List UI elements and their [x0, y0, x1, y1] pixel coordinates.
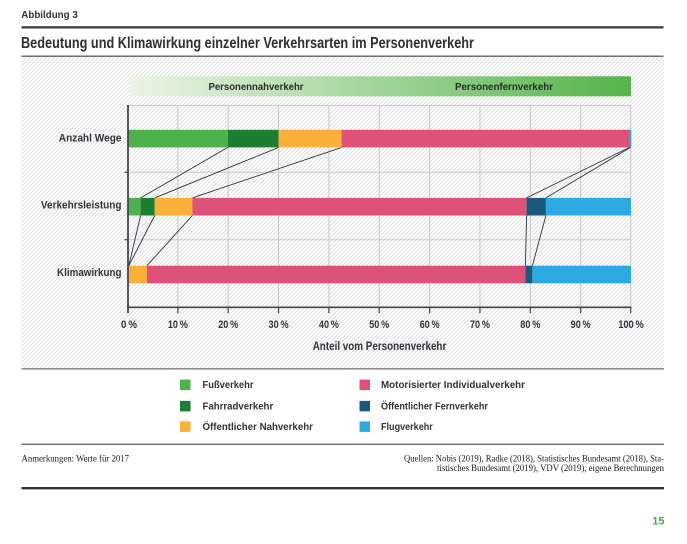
- svg-text:tistisches Bundesamt (2019), V: tistisches Bundesamt (2019), VDV (2019),…: [437, 463, 664, 473]
- svg-text:Personennahverkehr: Personennahverkehr: [209, 81, 304, 93]
- svg-text:Fahrradverkehr: Fahrradverkehr: [203, 400, 274, 412]
- svg-text:20 %: 20 %: [218, 319, 238, 331]
- svg-text:Anteil vom Personenverkehr: Anteil vom Personenverkehr: [313, 341, 447, 353]
- svg-text:Quellen: Nobis (2019), Radke (: Quellen: Nobis (2019), Radke (2018), Sta…: [404, 453, 664, 463]
- svg-text:0 %: 0 %: [121, 319, 137, 331]
- svg-text:Bedeutung und Klimawirkung ein: Bedeutung und Klimawirkung einzelner Ver…: [21, 35, 474, 52]
- svg-text:Verkehrsleistung: Verkehrsleistung: [41, 200, 122, 212]
- svg-text:100 %: 100 %: [618, 319, 644, 331]
- svg-text:90 %: 90 %: [571, 319, 591, 331]
- svg-text:60 %: 60 %: [420, 319, 440, 331]
- svg-text:15: 15: [652, 516, 664, 528]
- svg-text:10 %: 10 %: [168, 319, 188, 331]
- svg-text:Flugverkehr: Flugverkehr: [381, 421, 433, 433]
- svg-text:Öffentlicher Nahverkehr: Öffentlicher Nahverkehr: [203, 420, 313, 433]
- svg-text:70 %: 70 %: [470, 319, 490, 331]
- svg-text:Abbildung 3: Abbildung 3: [21, 9, 78, 21]
- svg-text:Personenfernverkehr: Personenfernverkehr: [455, 81, 553, 93]
- svg-text:Öffentlicher Fernverkehr: Öffentlicher Fernverkehr: [381, 399, 488, 412]
- svg-text:Motorisierter Individualverkeh: Motorisierter Individualverkehr: [381, 379, 525, 391]
- svg-text:50 %: 50 %: [369, 319, 389, 331]
- svg-text:40 %: 40 %: [319, 319, 339, 331]
- svg-text:80 %: 80 %: [520, 319, 540, 331]
- svg-text:Anzahl Wege: Anzahl Wege: [59, 132, 122, 144]
- svg-text:30 %: 30 %: [269, 319, 289, 331]
- svg-text:Klimawirkung: Klimawirkung: [57, 267, 122, 279]
- svg-text:Fußverkehr: Fußverkehr: [203, 379, 254, 391]
- svg-text:Anmerkungen: Werte für 2017: Anmerkungen: Werte für 2017: [22, 453, 130, 463]
